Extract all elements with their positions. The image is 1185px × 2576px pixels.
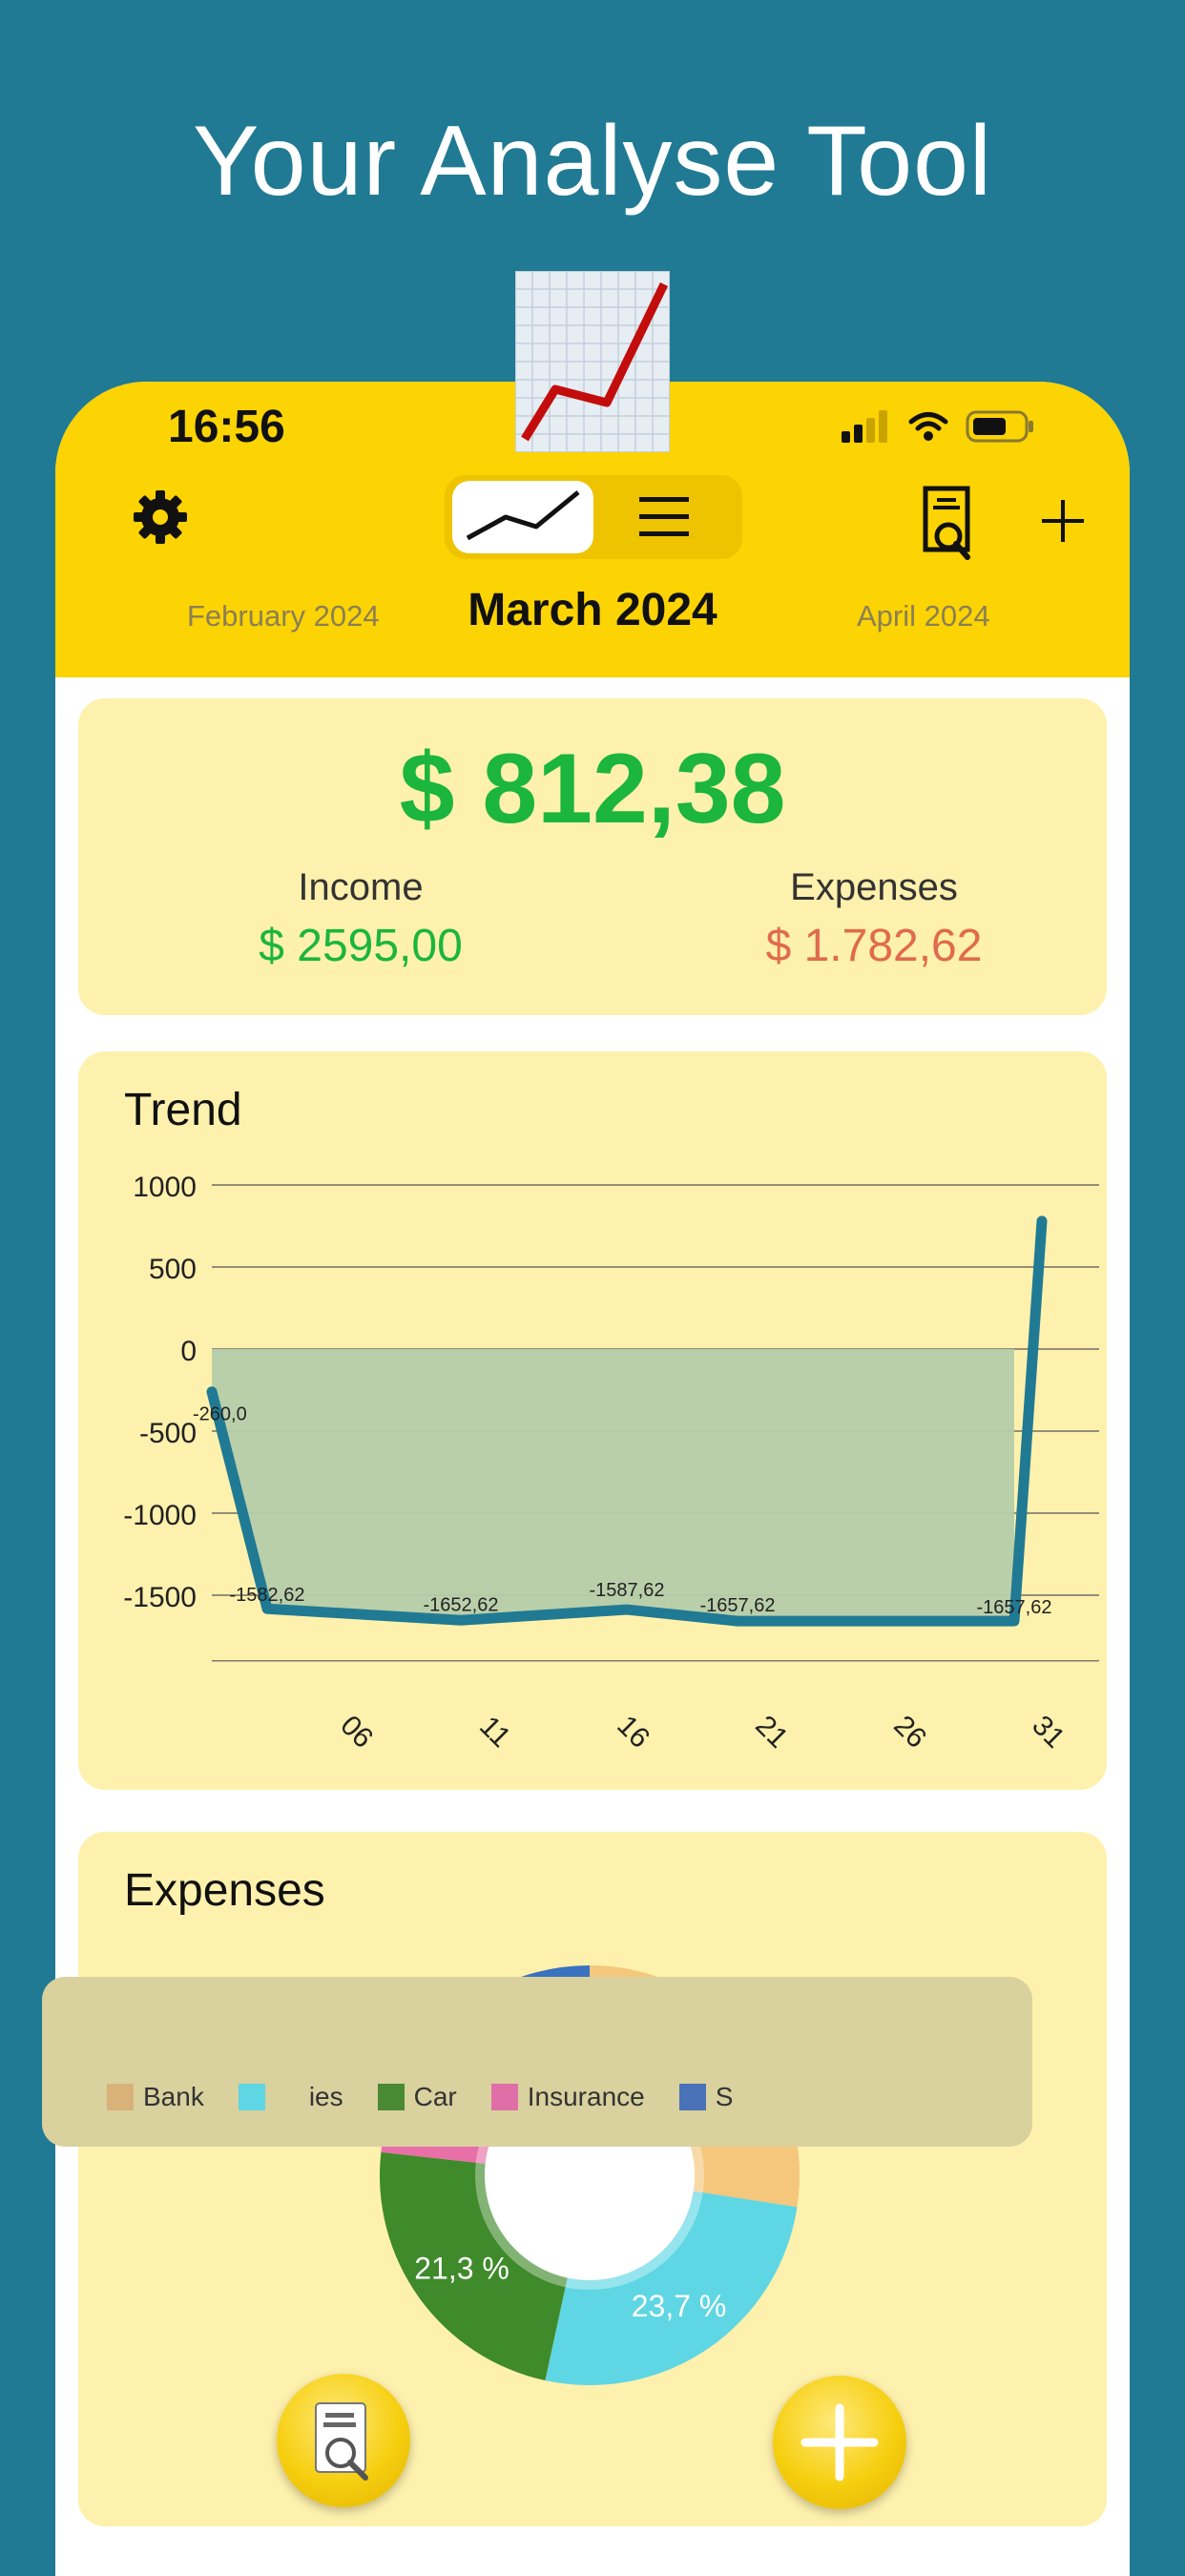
settings-button[interactable] <box>132 488 189 551</box>
gear-icon <box>132 488 189 546</box>
x-tick-label: 21 <box>749 1710 794 1755</box>
slice-label: 21,3 % <box>414 2251 509 2285</box>
legend-swatch <box>679 2084 706 2110</box>
data-label: -260,0 <box>193 1404 247 1425</box>
balance-amount: $ 812,38 <box>78 733 1107 846</box>
chart-increasing-icon <box>515 271 670 457</box>
battery-icon <box>966 410 1034 443</box>
x-tick-label: 06 <box>334 1710 379 1755</box>
view-toggle <box>445 475 742 559</box>
status-time: 16:56 <box>168 401 285 453</box>
plus-icon <box>1038 496 1088 546</box>
legend-item <box>239 2084 275 2110</box>
slice-label: 23,7 % <box>632 2289 727 2323</box>
data-label: -1657,62 <box>977 1597 1052 1618</box>
list-view-tab[interactable] <box>593 481 735 553</box>
legend-item: ies <box>309 2082 343 2112</box>
legend-label: Insurance <box>528 2082 645 2112</box>
expenses-value: $ 1.782,62 <box>683 920 1065 972</box>
balance-card: $ 812,38 Income $ 2595,00 Expenses $ 1.7… <box>78 698 1107 1015</box>
expenses-label: Expenses <box>683 866 1065 909</box>
report-search-icon <box>310 2399 377 2482</box>
data-label: -1652,62 <box>424 1594 499 1615</box>
legend-item: S <box>679 2082 734 2112</box>
legend-item: Bank <box>107 2082 204 2112</box>
add-fab[interactable] <box>773 2376 906 2509</box>
y-tick-label: -1000 <box>123 1500 197 1531</box>
legend-bar: Bank ies Car Insurance S <box>42 1977 1032 2147</box>
report-fab[interactable] <box>277 2374 410 2507</box>
report-button[interactable] <box>922 485 981 566</box>
y-tick-label: -1500 <box>123 1582 197 1613</box>
list-icon <box>637 495 691 539</box>
income-value: $ 2595,00 <box>170 920 551 972</box>
legend-label: ies <box>309 2082 343 2112</box>
legend-label: S <box>716 2082 734 2112</box>
legend-swatch <box>239 2084 265 2110</box>
legend-swatch <box>491 2084 518 2110</box>
x-tick-label: 31 <box>1026 1710 1071 1755</box>
line-chart-icon <box>462 488 584 546</box>
plus-icon <box>800 2402 880 2483</box>
legend: Bank ies Car Insurance S <box>107 2082 750 2112</box>
x-tick-label: 26 <box>887 1710 932 1755</box>
expenses-title: Expenses <box>124 1864 325 1917</box>
report-search-icon <box>922 485 981 561</box>
signal-icon <box>842 410 891 443</box>
status-icons <box>842 410 1034 443</box>
trend-chart: 1000 500 0 -500 -1000 -1500 -260,0 -1582,62 -165… <box>78 1051 1107 1790</box>
wifi-icon <box>908 411 948 442</box>
headline: Your Analyse Tool <box>0 105 1185 218</box>
income-label: Income <box>170 866 551 909</box>
y-tick-label: 500 <box>149 1254 197 1285</box>
y-tick-label: 0 <box>180 1336 197 1367</box>
y-tick-label: 1000 <box>133 1172 197 1203</box>
legend-label: Car <box>414 2082 457 2112</box>
x-tick-label: 16 <box>611 1710 655 1755</box>
data-label: -1582,62 <box>230 1585 305 1606</box>
legend-swatch <box>378 2084 405 2110</box>
next-month[interactable]: April 2024 <box>857 599 990 634</box>
x-tick-label: 11 <box>473 1711 516 1754</box>
data-label: -1657,62 <box>700 1595 776 1616</box>
legend-swatch <box>107 2084 134 2110</box>
legend-item: Car <box>378 2082 457 2112</box>
data-label: -1587,62 <box>590 1580 665 1601</box>
phone-frame: 16:56 <box>55 382 1130 2576</box>
expenses-card: Expenses 25 %23,7 %21,3 %13,7 %7,5 % <box>78 1832 1107 2526</box>
chart-view-tab[interactable] <box>452 481 593 553</box>
add-button[interactable] <box>1038 496 1088 551</box>
y-tick-label: -500 <box>139 1418 197 1449</box>
legend-item: Insurance <box>491 2082 645 2112</box>
legend-label: Bank <box>143 2082 204 2112</box>
